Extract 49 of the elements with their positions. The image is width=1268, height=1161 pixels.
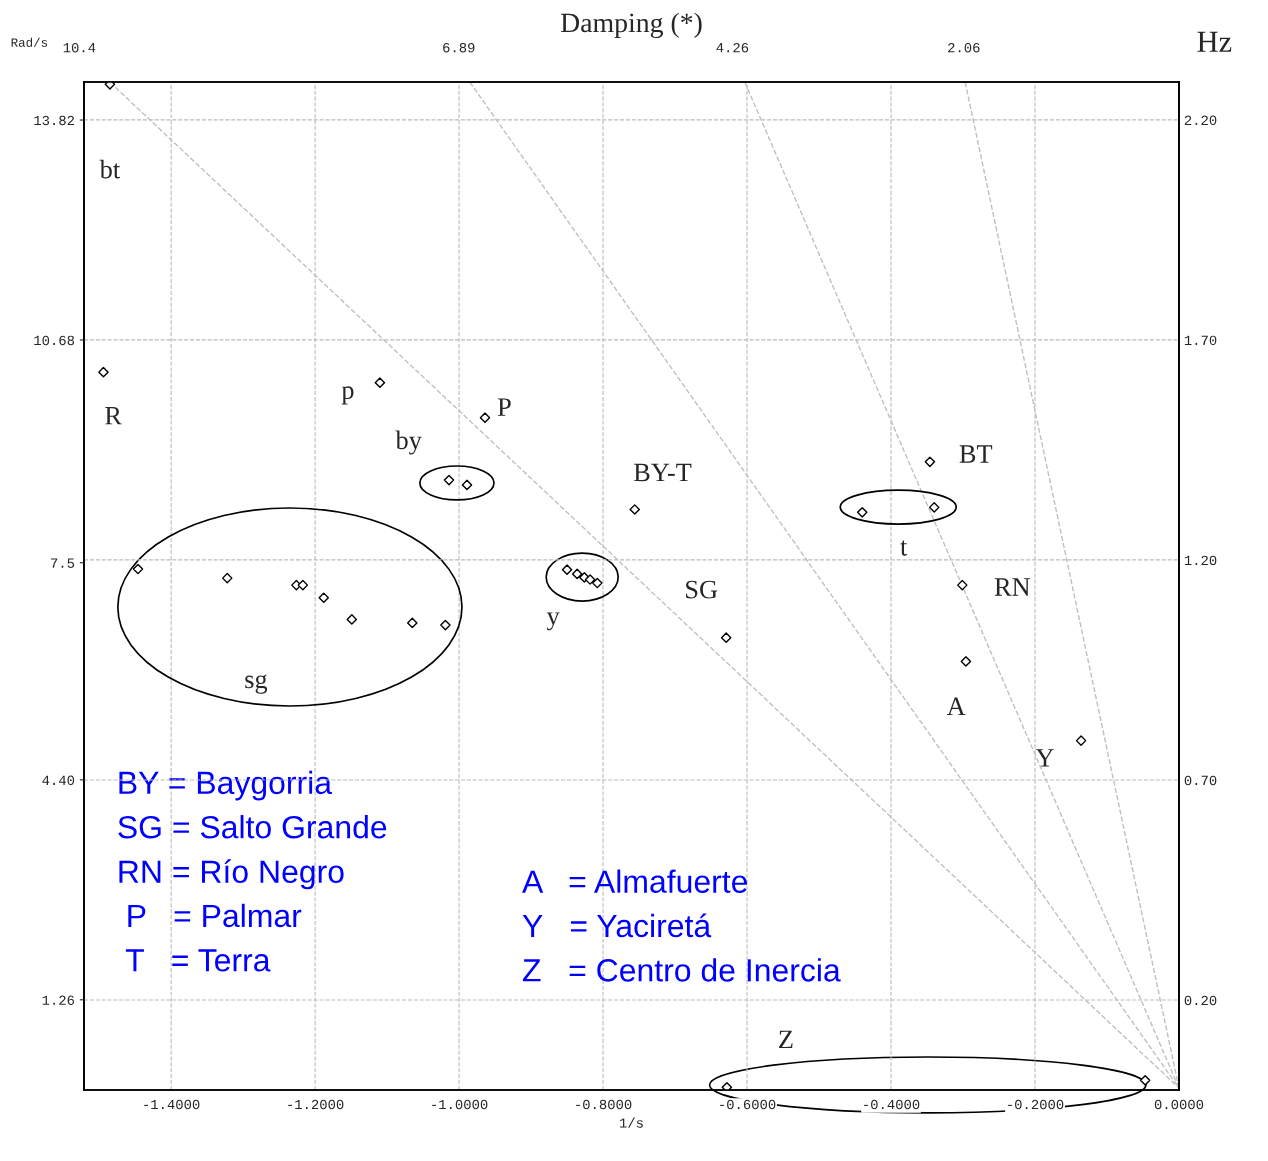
annotation: Z = Centro de Inercia bbox=[523, 958, 841, 982]
annotation: 10.4 bbox=[63, 42, 96, 53]
y-axis-title: Rad/s bbox=[11, 37, 48, 47]
x-tick-label: -1.4000 bbox=[144, 1099, 200, 1110]
annotation: BT bbox=[959, 445, 993, 463]
annotation: RN = Río Negro bbox=[119, 859, 344, 890]
y-tick-label: 13.82 bbox=[34, 115, 74, 126]
x-tick-label: -1.2000 bbox=[288, 1099, 344, 1110]
y2-tick-label: 1.20 bbox=[1184, 555, 1217, 566]
y2-tick-label: 1.70 bbox=[1184, 335, 1217, 346]
y2-tick-label: 2.20 bbox=[1184, 115, 1217, 126]
annotation: A = Almafuerte bbox=[522, 869, 747, 893]
y-tick-label: 10.68 bbox=[34, 335, 75, 346]
x-tick-label: 0.0000 bbox=[1154, 1099, 1204, 1110]
annotation: p bbox=[341, 386, 354, 405]
annotation: by bbox=[395, 430, 422, 455]
x-axis-title: 1/s bbox=[620, 1117, 643, 1128]
y2-tick-label: 0.70 bbox=[1184, 775, 1217, 786]
annotation: T = Terra bbox=[125, 949, 271, 972]
chart-title: Damping (*) bbox=[560, 12, 702, 38]
y-tick-label: 7.5 bbox=[51, 558, 75, 568]
annotation: R bbox=[105, 407, 122, 425]
annotation: SG = Salto Grande bbox=[118, 815, 387, 839]
annotation: 6.89 bbox=[443, 42, 475, 53]
annotation: 4.26 bbox=[716, 42, 749, 53]
y-tick-label: 1.26 bbox=[42, 995, 75, 1005]
annotation: BY-T bbox=[633, 463, 692, 482]
annotation: P = Palmar bbox=[128, 903, 302, 928]
annotation: P bbox=[497, 398, 511, 416]
y-tick-label: 4.40 bbox=[42, 775, 75, 786]
annotation: SG bbox=[686, 580, 718, 599]
annotation: A bbox=[946, 697, 966, 716]
x-tick-label: -0.4000 bbox=[864, 1099, 920, 1110]
annotation: Z bbox=[779, 1030, 793, 1048]
annotation: RN bbox=[994, 578, 1031, 596]
x-tick-label: -0.6000 bbox=[720, 1099, 776, 1110]
x-tick-label: -0.2000 bbox=[1008, 1099, 1064, 1110]
x-tick-label: -1.0000 bbox=[432, 1099, 488, 1110]
annotation: sg bbox=[245, 674, 268, 694]
annotation: BY = Baygorria bbox=[119, 770, 333, 801]
annotation: bt bbox=[99, 159, 121, 179]
annotation: Y = Yaciretá bbox=[522, 913, 712, 938]
annotation: Y bbox=[1035, 749, 1054, 767]
x-tick-label: -0.8000 bbox=[576, 1099, 632, 1110]
annotation: t bbox=[900, 540, 908, 556]
y2-axis-title: Hz bbox=[1197, 31, 1232, 52]
y2-tick-label: 0.20 bbox=[1184, 995, 1217, 1006]
annotation: 2.06 bbox=[948, 42, 980, 53]
annotation: y bbox=[546, 612, 560, 631]
